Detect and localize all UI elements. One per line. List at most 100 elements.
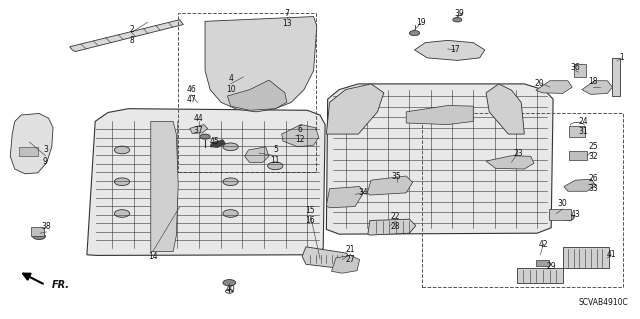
Bar [569, 151, 587, 160]
Text: 2: 2 [129, 25, 134, 34]
Text: 39: 39 [454, 9, 464, 18]
Circle shape [468, 48, 478, 53]
Circle shape [200, 134, 210, 139]
Polygon shape [326, 84, 384, 134]
Text: 11: 11 [271, 156, 280, 165]
Text: 5: 5 [273, 145, 278, 154]
Bar [536, 260, 548, 266]
Text: 46: 46 [186, 85, 196, 94]
Text: 35: 35 [392, 172, 401, 181]
Text: 27: 27 [346, 255, 355, 264]
Text: 28: 28 [390, 222, 400, 231]
Polygon shape [536, 81, 572, 93]
Polygon shape [70, 20, 183, 51]
Bar [574, 64, 586, 77]
Bar [612, 58, 620, 96]
Circle shape [223, 143, 238, 151]
Polygon shape [582, 81, 612, 94]
Bar [178, 13, 316, 172]
Polygon shape [368, 219, 416, 235]
Polygon shape [486, 84, 524, 134]
Text: 33: 33 [588, 184, 598, 193]
Circle shape [561, 214, 574, 220]
Text: 38: 38 [42, 222, 51, 231]
Bar [563, 248, 609, 268]
Circle shape [24, 135, 39, 143]
Text: 25: 25 [589, 142, 598, 151]
Text: 9: 9 [43, 157, 48, 166]
Polygon shape [486, 156, 534, 169]
Circle shape [115, 210, 130, 217]
Text: 14: 14 [148, 252, 157, 261]
Text: 29: 29 [547, 262, 556, 271]
Circle shape [225, 289, 233, 293]
Text: 37: 37 [194, 126, 204, 135]
Polygon shape [564, 179, 596, 191]
Text: 3: 3 [43, 145, 48, 154]
Polygon shape [326, 187, 364, 208]
Circle shape [429, 48, 439, 53]
Text: 22: 22 [390, 211, 400, 220]
Text: 7: 7 [284, 9, 289, 18]
Circle shape [223, 279, 236, 286]
Text: 20: 20 [535, 79, 545, 88]
Text: 31: 31 [579, 127, 588, 136]
Bar [31, 227, 44, 236]
Text: 44: 44 [194, 114, 204, 123]
Circle shape [223, 178, 238, 186]
Bar [516, 269, 563, 283]
Text: 18: 18 [589, 77, 598, 86]
Circle shape [28, 137, 35, 141]
Text: 10: 10 [226, 85, 236, 94]
Circle shape [410, 31, 420, 36]
Text: 8: 8 [129, 36, 134, 45]
Text: 45: 45 [210, 137, 220, 145]
Text: 6: 6 [297, 125, 302, 134]
Circle shape [223, 210, 238, 217]
Polygon shape [227, 80, 287, 110]
Polygon shape [406, 106, 473, 124]
Circle shape [115, 178, 130, 186]
Text: 24: 24 [579, 117, 588, 126]
Text: 17: 17 [451, 45, 460, 55]
Polygon shape [415, 41, 484, 60]
Polygon shape [282, 124, 319, 147]
Polygon shape [367, 176, 413, 195]
Text: 34: 34 [358, 188, 368, 197]
Text: 1: 1 [619, 53, 624, 62]
Text: 30: 30 [558, 199, 568, 208]
Text: 21: 21 [346, 245, 355, 254]
Bar [569, 125, 585, 137]
Text: 43: 43 [571, 210, 580, 219]
Polygon shape [189, 124, 207, 133]
Polygon shape [151, 122, 178, 252]
Bar [19, 147, 38, 156]
Polygon shape [332, 256, 360, 273]
Circle shape [453, 18, 462, 22]
Text: 4: 4 [228, 74, 233, 83]
Circle shape [454, 48, 465, 53]
Text: 23: 23 [513, 149, 523, 158]
Text: 42: 42 [539, 240, 548, 249]
Text: 36: 36 [571, 63, 580, 72]
Bar [422, 113, 623, 287]
Text: 40: 40 [226, 285, 236, 294]
Text: 47: 47 [186, 95, 196, 104]
Bar [548, 209, 571, 220]
Polygon shape [205, 17, 317, 112]
Polygon shape [326, 84, 553, 234]
Circle shape [33, 233, 45, 240]
Text: FR.: FR. [52, 280, 70, 290]
Text: 15: 15 [306, 206, 316, 215]
Polygon shape [244, 147, 269, 163]
Text: 41: 41 [606, 250, 616, 259]
Circle shape [268, 162, 283, 170]
Text: SCVAB4910C: SCVAB4910C [578, 298, 628, 307]
Circle shape [115, 146, 130, 154]
Polygon shape [302, 247, 351, 269]
Polygon shape [210, 140, 225, 147]
Text: 12: 12 [295, 135, 304, 144]
Polygon shape [87, 109, 325, 256]
Text: 19: 19 [416, 19, 426, 27]
Text: 16: 16 [306, 216, 316, 225]
